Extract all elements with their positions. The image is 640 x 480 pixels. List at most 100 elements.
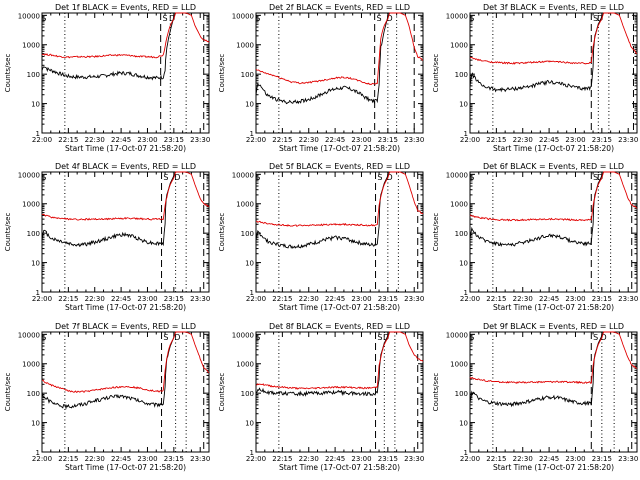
lld-series-line (469, 12, 638, 65)
detector-panel: Det 6f BLACK = Events, RED = LLD 1 10 100 10… (432, 162, 638, 312)
y-tick-label: 1000 (236, 361, 254, 369)
y-tick-label: 100 (455, 390, 468, 398)
detector-panel: Det 9f BLACK = Events, RED = LLD 1 10 100 10… (432, 322, 638, 472)
x-tick-label: 23:00 (137, 295, 157, 303)
x-tick-label: 22:15 (486, 136, 506, 144)
y-tick-label: 10 (459, 420, 468, 428)
x-tick-label: 23:30 (190, 295, 210, 303)
y-axis-label: Counts/sec (432, 213, 440, 252)
lld-series-line (41, 171, 210, 221)
y-tick-label: 100 (241, 230, 254, 238)
y-tick-label: 10000 (232, 12, 254, 20)
y-tick-label: 1000 (450, 361, 468, 369)
event-marker-label: S (593, 333, 598, 342)
plot-frame (469, 331, 638, 453)
plot-frame (469, 12, 638, 134)
y-tick-label: 10000 (446, 331, 468, 339)
x-tick-label: 22:15 (58, 295, 78, 303)
events-series-line (255, 12, 394, 105)
x-tick-label: 22:45 (111, 295, 131, 303)
x-axis-label: Start Time (17-Oct-07 21:58:20) (65, 463, 186, 472)
x-tick-label: 22:45 (539, 295, 559, 303)
panel-title: Det 7f BLACK = Events, RED = LLD (55, 322, 196, 331)
y-tick-label: 100 (27, 230, 40, 238)
panel-title: Det 9f BLACK = Events, RED = LLD (483, 322, 624, 331)
y-tick-label: 10 (31, 260, 40, 268)
y-tick-label: 10000 (18, 171, 40, 179)
lld-series-line (41, 12, 210, 59)
y-tick-label: 1 (36, 449, 40, 457)
y-axis-label: Counts/sec (4, 54, 12, 93)
event-marker-label: D (597, 173, 603, 182)
x-tick-label: 23:15 (164, 455, 184, 463)
x-tick-label: 22:00 (32, 295, 52, 303)
x-tick-label: 22:30 (85, 136, 105, 144)
y-tick-label: 1000 (22, 42, 40, 50)
x-tick-label: 23:15 (592, 295, 612, 303)
events-series-line (41, 171, 180, 247)
y-tick-label: 100 (27, 390, 40, 398)
x-tick-label: 23:00 (565, 455, 585, 463)
y-axis-label: Counts/sec (432, 54, 440, 93)
x-tick-label: 22:00 (246, 295, 266, 303)
y-tick-label: 100 (455, 71, 468, 79)
x-tick-label: 22:30 (299, 455, 319, 463)
plot-frame (41, 331, 210, 453)
x-tick-label: 22:15 (272, 455, 292, 463)
x-tick-label: 22:15 (486, 455, 506, 463)
x-axis-label: Start Time (17-Oct-07 21:58:20) (65, 144, 186, 153)
panel-title: Det 3f BLACK = Events, RED = LLD (483, 3, 624, 12)
event-marker-label: D (387, 14, 393, 23)
y-tick-label: 1000 (22, 361, 40, 369)
panel-title: Det 4f BLACK = Events, RED = LLD (55, 162, 196, 171)
x-axis-label: Start Time (17-Oct-07 21:58:20) (65, 303, 186, 312)
lld-series-line (41, 331, 210, 393)
event-marker-label: S (377, 14, 382, 23)
x-tick-label: 22:15 (272, 136, 292, 144)
x-tick-label: 23:15 (164, 136, 184, 144)
x-axis-label: Start Time (17-Oct-07 21:58:20) (279, 303, 400, 312)
x-tick-label: 23:30 (404, 295, 424, 303)
y-tick-label: 1000 (450, 42, 468, 50)
x-tick-label: 23:15 (592, 455, 612, 463)
lld-series-line (255, 12, 423, 86)
x-tick-label: 23:15 (592, 136, 612, 144)
detector-panel: Det 1f BLACK = Events, RED = LLD 1 10 100 10… (4, 3, 210, 153)
y-tick-label: 100 (27, 71, 40, 79)
y-axis-label: Counts/sec (4, 213, 12, 252)
events-series-line (469, 331, 608, 408)
x-tick-label: 22:00 (460, 136, 480, 144)
x-tick-label: 23:00 (565, 136, 585, 144)
plot-frame (469, 171, 638, 293)
x-tick-label: 22:00 (460, 295, 480, 303)
x-tick-label: 23:00 (137, 455, 157, 463)
y-tick-label: 1 (464, 449, 468, 457)
y-tick-label: 100 (241, 390, 254, 398)
event-marker-label: D (174, 173, 180, 182)
events-series-line (41, 331, 180, 410)
event-marker-label: D (601, 333, 607, 342)
y-tick-label: 1 (464, 289, 468, 297)
event-marker-label: D (174, 333, 180, 342)
y-axis-label: Counts/sec (218, 373, 226, 412)
event-marker-label: S (377, 173, 382, 182)
event-marker-label: S (255, 333, 260, 342)
x-tick-label: 22:00 (32, 136, 52, 144)
y-tick-label: 10000 (446, 12, 468, 20)
x-tick-label: 22:15 (58, 455, 78, 463)
x-tick-label: 23:00 (351, 455, 371, 463)
x-tick-label: 23:15 (378, 136, 398, 144)
event-marker-label: D (169, 14, 175, 23)
event-marker-label: S (469, 333, 474, 342)
lld-series-line (255, 171, 424, 227)
x-tick-label: 22:00 (32, 455, 52, 463)
x-tick-label: 22:00 (246, 136, 266, 144)
events-series-line (255, 331, 394, 397)
events-series-line (469, 12, 608, 93)
x-tick-label: 22:30 (85, 455, 105, 463)
event-marker-label: S (255, 173, 260, 182)
panel-title: Det 1f BLACK = Events, RED = LLD (55, 3, 196, 12)
y-tick-label: 10 (459, 260, 468, 268)
events-series-line (255, 171, 394, 249)
